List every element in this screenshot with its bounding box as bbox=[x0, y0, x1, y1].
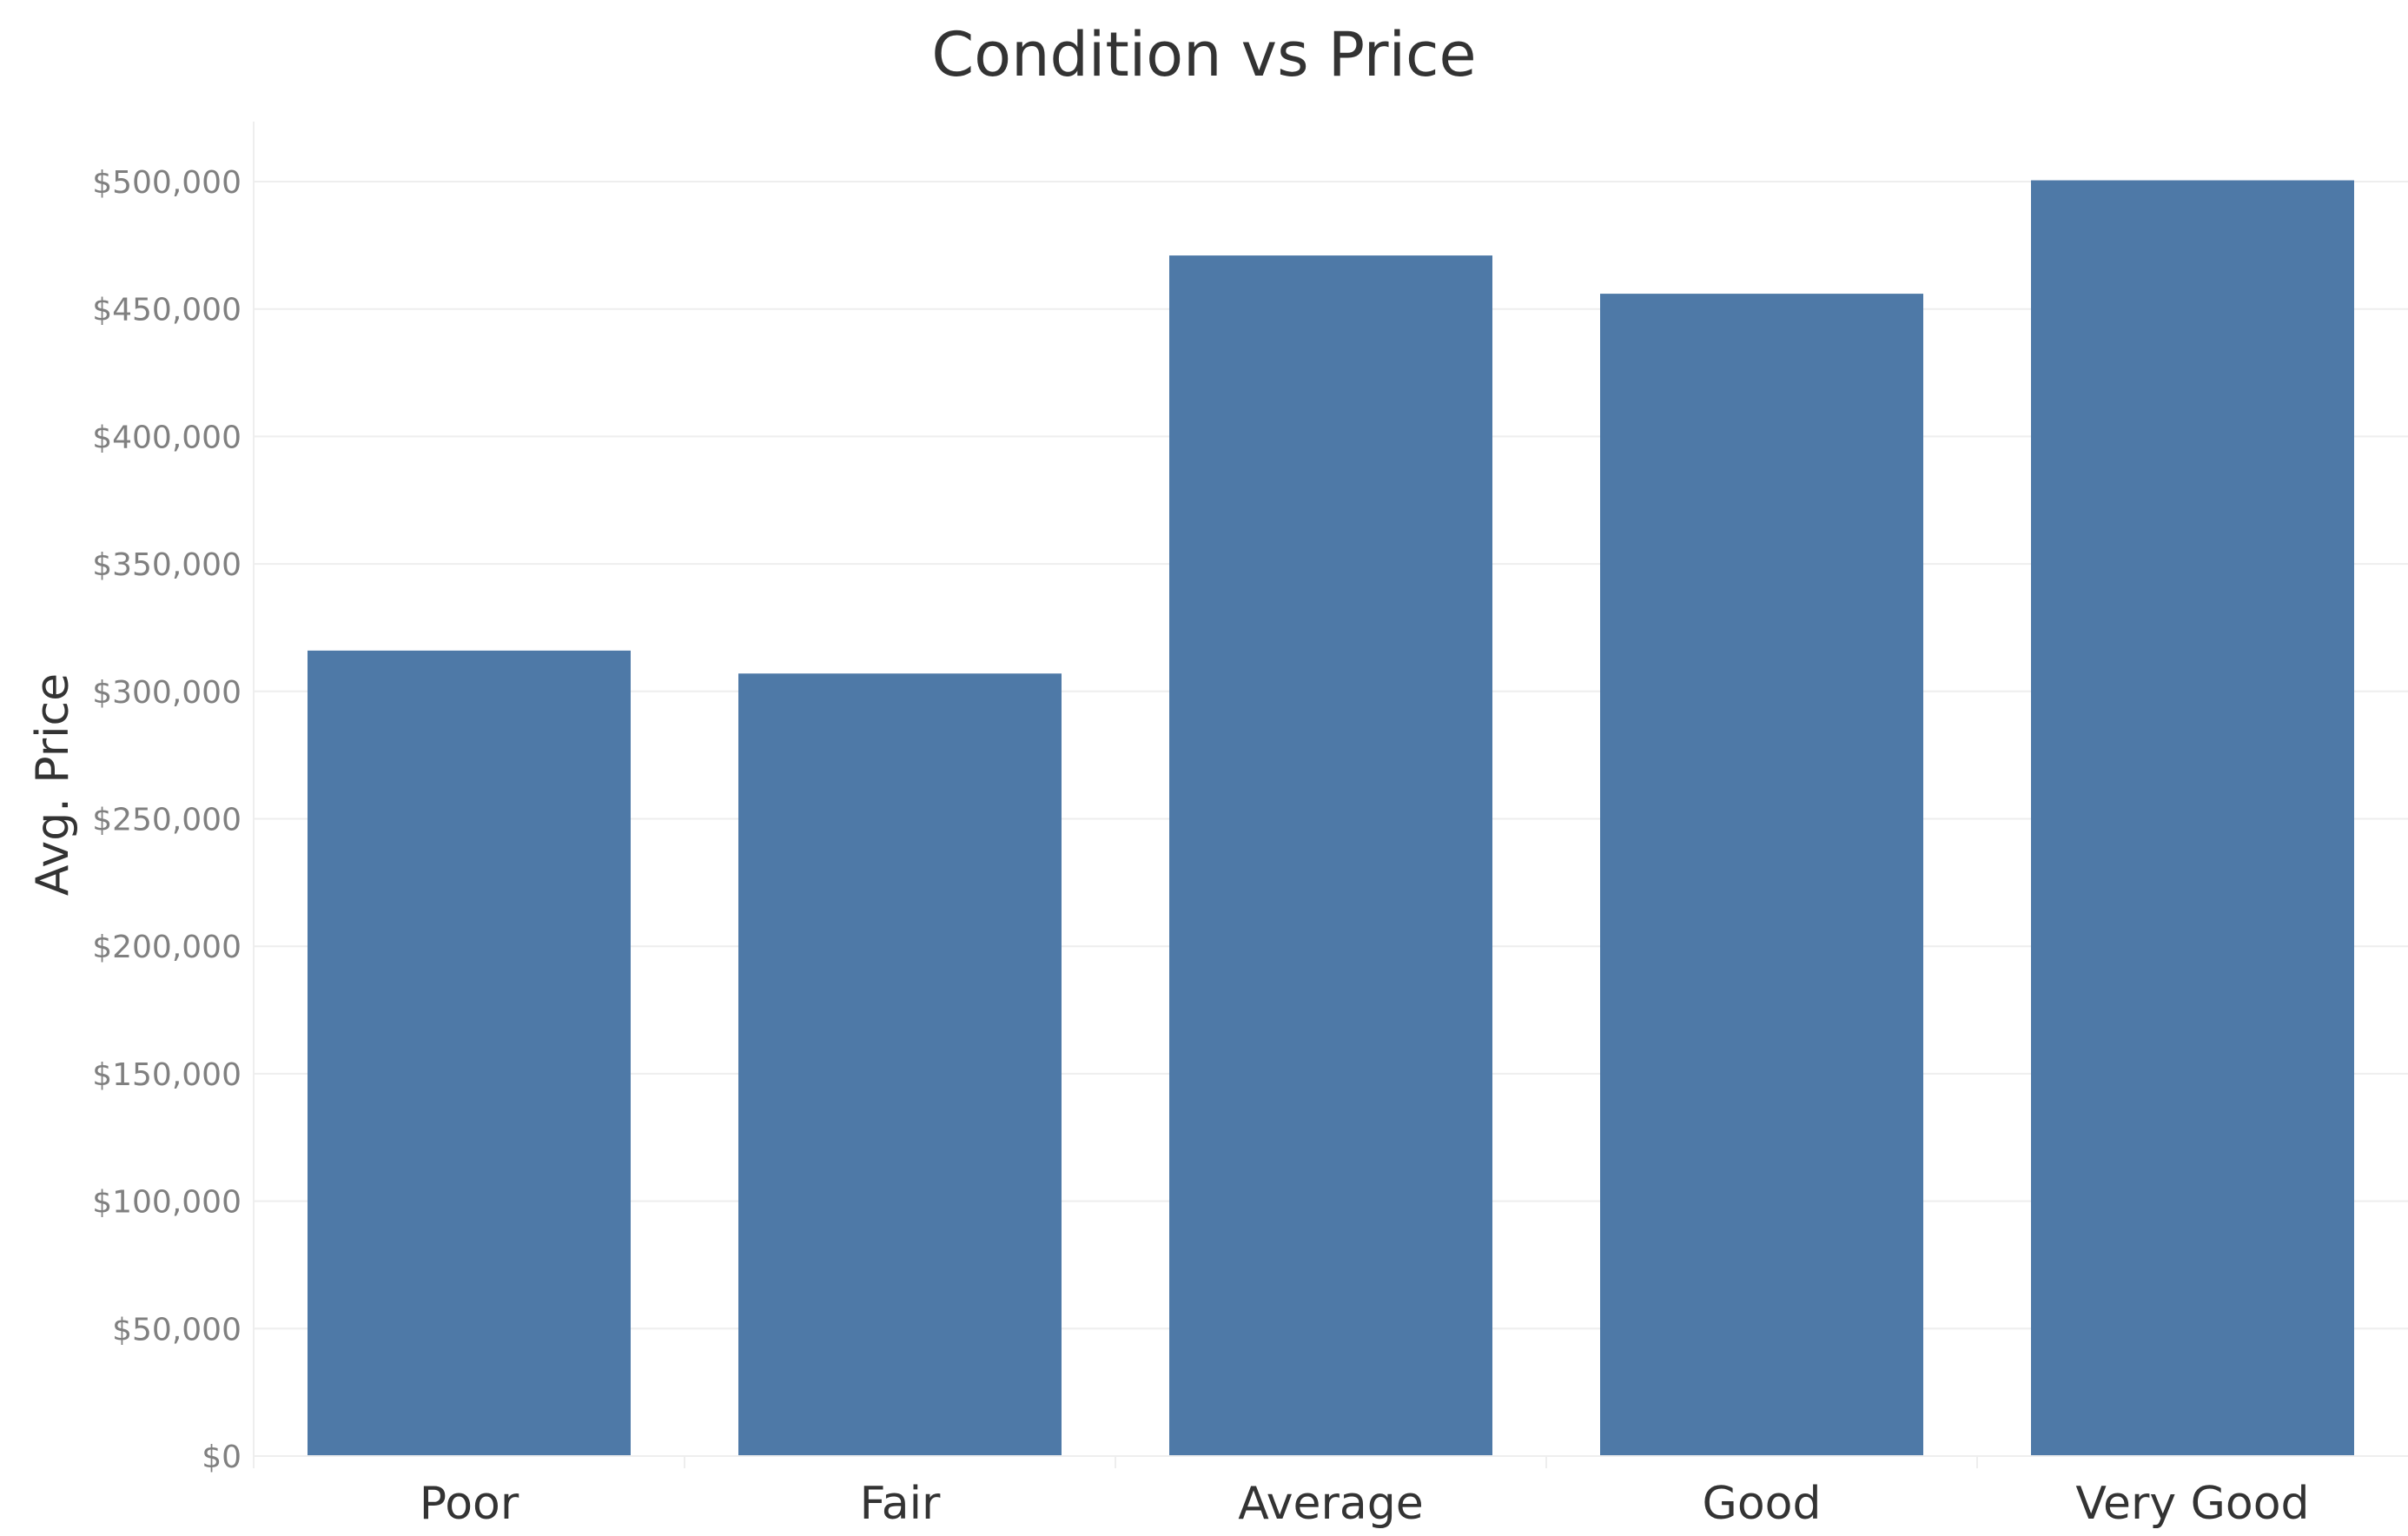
x-axis-ticks: Poor Fair Average Good Very Good bbox=[253, 1455, 2408, 1530]
bar-good[interactable] bbox=[1600, 294, 1923, 1457]
y-tick-label: $300,000 bbox=[92, 675, 241, 711]
x-tick-label: Poor bbox=[420, 1478, 519, 1530]
y-tick-label: $100,000 bbox=[92, 1185, 241, 1221]
y-axis-label: Avg. Price bbox=[27, 673, 79, 896]
y-tick-label: $250,000 bbox=[92, 803, 241, 838]
bar-average[interactable] bbox=[1169, 255, 1492, 1457]
y-axis-ticks: $0 $50,000 $100,000 $150,000 $200,000 $250,00… bbox=[92, 165, 241, 1475]
x-tick-label: Fair bbox=[860, 1478, 941, 1530]
bar-fair[interactable] bbox=[738, 673, 1062, 1456]
y-tick-label: $0 bbox=[202, 1440, 241, 1475]
y-tick-label: $450,000 bbox=[92, 293, 241, 328]
y-tick-label: $150,000 bbox=[92, 1057, 241, 1093]
y-tick-label: $50,000 bbox=[112, 1312, 241, 1347]
y-tick-label: $350,000 bbox=[92, 547, 241, 583]
y-tick-label: $400,000 bbox=[92, 420, 241, 455]
y-tick-label: $500,000 bbox=[92, 165, 241, 201]
x-tick-label: Good bbox=[1703, 1478, 1822, 1530]
y-tick-label: $200,000 bbox=[92, 930, 241, 965]
x-tick-label: Very Good bbox=[2075, 1478, 2309, 1530]
bars bbox=[308, 180, 2354, 1457]
chart-title: Condition vs Price bbox=[931, 19, 1477, 90]
bar-very-good[interactable] bbox=[2031, 180, 2354, 1457]
bar-poor[interactable] bbox=[308, 650, 631, 1456]
x-tick-label: Average bbox=[1238, 1478, 1424, 1530]
